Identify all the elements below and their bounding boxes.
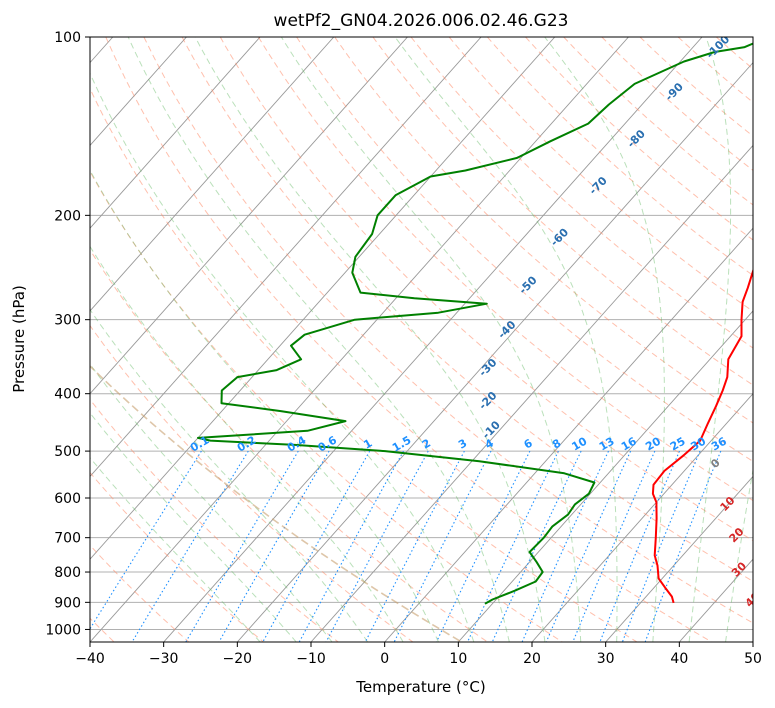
moist-adiabat-line bbox=[127, 37, 510, 642]
dewpoint-line bbox=[197, 42, 753, 605]
isotherm-line bbox=[90, 37, 335, 312]
y-tick-label: 600 bbox=[54, 491, 81, 507]
y-tick-label: 1000 bbox=[45, 622, 81, 638]
isotherm-line bbox=[90, 37, 408, 395]
moist-adiabat-line bbox=[725, 467, 753, 642]
isotherm-line bbox=[90, 37, 187, 147]
dry-adiabat-line bbox=[105, 37, 712, 642]
moist-adiabat-line bbox=[688, 37, 732, 642]
isotherm-line bbox=[605, 475, 753, 642]
dry-adiabat-line bbox=[143, 37, 753, 624]
sounding-series bbox=[197, 42, 753, 605]
isotherm-line bbox=[163, 37, 703, 642]
y-tick-label: 400 bbox=[54, 387, 81, 403]
moist-adiabat-label: 40 bbox=[743, 590, 763, 610]
isotherm-line bbox=[531, 393, 753, 642]
mixing-ratio-line bbox=[435, 450, 531, 642]
isotherm-line bbox=[90, 37, 482, 478]
x-tick-label: −30 bbox=[149, 651, 179, 667]
lcl-curve bbox=[90, 365, 461, 642]
isotherm-line bbox=[90, 37, 629, 642]
dry-adiabat-line bbox=[755, 37, 775, 642]
mixing-ratio-line bbox=[521, 450, 609, 642]
dry-adiabat-line bbox=[90, 87, 638, 642]
isotherm-line bbox=[457, 310, 753, 642]
dry-adiabat-line bbox=[257, 37, 753, 502]
dry-adiabat-line bbox=[90, 324, 414, 642]
x-tick-label: −20 bbox=[223, 651, 253, 667]
x-tick-label: −10 bbox=[296, 651, 326, 667]
y-tick-label: 200 bbox=[54, 208, 81, 224]
mixing-ratio-line bbox=[491, 450, 582, 642]
moist-adiabat-line bbox=[90, 412, 297, 642]
y-tick-label: 100 bbox=[54, 30, 81, 46]
mixing-ratio-line bbox=[298, 450, 404, 642]
moist-adiabat-line bbox=[90, 308, 369, 642]
mixing-ratio-line bbox=[621, 450, 701, 642]
isotherm-line bbox=[752, 641, 753, 642]
x-tick-label: 30 bbox=[597, 651, 615, 667]
mixing-ratio-line bbox=[364, 450, 465, 642]
x-tick-label: 40 bbox=[670, 651, 688, 667]
moist-adiabat-line bbox=[90, 72, 475, 642]
x-tick-label: 10 bbox=[449, 651, 467, 667]
dry-adiabat-line bbox=[296, 37, 753, 462]
dry-adiabat-line bbox=[525, 37, 753, 241]
mixing-ratio-line bbox=[467, 450, 559, 642]
x-tick-label: 0 bbox=[380, 651, 389, 667]
y-tick-label: 500 bbox=[54, 444, 81, 460]
isotherm-line bbox=[310, 144, 753, 642]
background-lines bbox=[90, 37, 775, 642]
moist-adiabat-line bbox=[90, 456, 261, 642]
moist-adiabat-line bbox=[90, 363, 333, 642]
dry-adiabat-line bbox=[410, 37, 753, 349]
moist-adiabat-line bbox=[544, 37, 665, 642]
isotherm-line bbox=[236, 61, 753, 642]
y-axis-label: Pressure (hPa) bbox=[10, 285, 28, 393]
y-axis-ticks: 100 200 300 400 500 600 700 800 900 1000 bbox=[45, 30, 90, 638]
dry-adiabat-line bbox=[219, 37, 753, 542]
mixing-ratio-line bbox=[325, 450, 429, 642]
mixing-ratio-line bbox=[131, 450, 249, 642]
isotherm-line bbox=[90, 37, 261, 229]
y-tick-label: 900 bbox=[54, 595, 81, 611]
x-tick-label: −40 bbox=[75, 651, 105, 667]
plot-frame bbox=[89, 36, 754, 643]
isotherm-line bbox=[384, 227, 753, 642]
dry-adiabat-line bbox=[181, 37, 753, 582]
y-tick-label: 800 bbox=[54, 565, 81, 581]
x-axis-ticks: −40 −30 −20 −10 0 10 20 30 40 50 bbox=[75, 642, 762, 667]
moist-adiabat-line bbox=[90, 245, 404, 642]
y-tick-label: 700 bbox=[54, 531, 81, 547]
mixing-ratio-line bbox=[393, 450, 492, 642]
mixing-ratio-line bbox=[218, 450, 330, 642]
moist-adiabat-line bbox=[280, 37, 582, 642]
dry-adiabat-line bbox=[90, 249, 488, 642]
dry-adiabat-line bbox=[90, 170, 563, 642]
x-tick-label: 50 bbox=[744, 651, 762, 667]
dry-adiabat-line bbox=[90, 471, 264, 642]
dry-adiabat-line bbox=[372, 37, 753, 386]
y-tick-label: 300 bbox=[54, 313, 81, 329]
mixing-ratio-line bbox=[90, 450, 202, 630]
moist-adiabat-line bbox=[194, 37, 546, 642]
chart-title: wetPf2_GN04.2026.006.02.46.G23 bbox=[274, 11, 569, 31]
x-tick-label: 20 bbox=[523, 651, 541, 667]
mixing-ratio-line bbox=[644, 450, 722, 642]
temperature-line bbox=[651, 267, 753, 604]
x-axis-label: Temperature (°C) bbox=[355, 678, 485, 696]
isotherm-line bbox=[90, 37, 556, 560]
